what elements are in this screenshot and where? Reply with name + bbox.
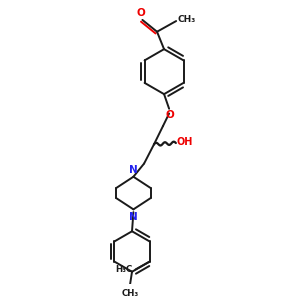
Text: CH₃: CH₃ [178,15,196,24]
Text: N: N [129,212,138,222]
Text: OH: OH [177,137,193,147]
Text: O: O [136,8,146,18]
Text: O: O [166,110,175,120]
Text: H₃C: H₃C [116,265,133,274]
Text: CH₃: CH₃ [121,289,138,298]
Text: N: N [129,164,138,175]
